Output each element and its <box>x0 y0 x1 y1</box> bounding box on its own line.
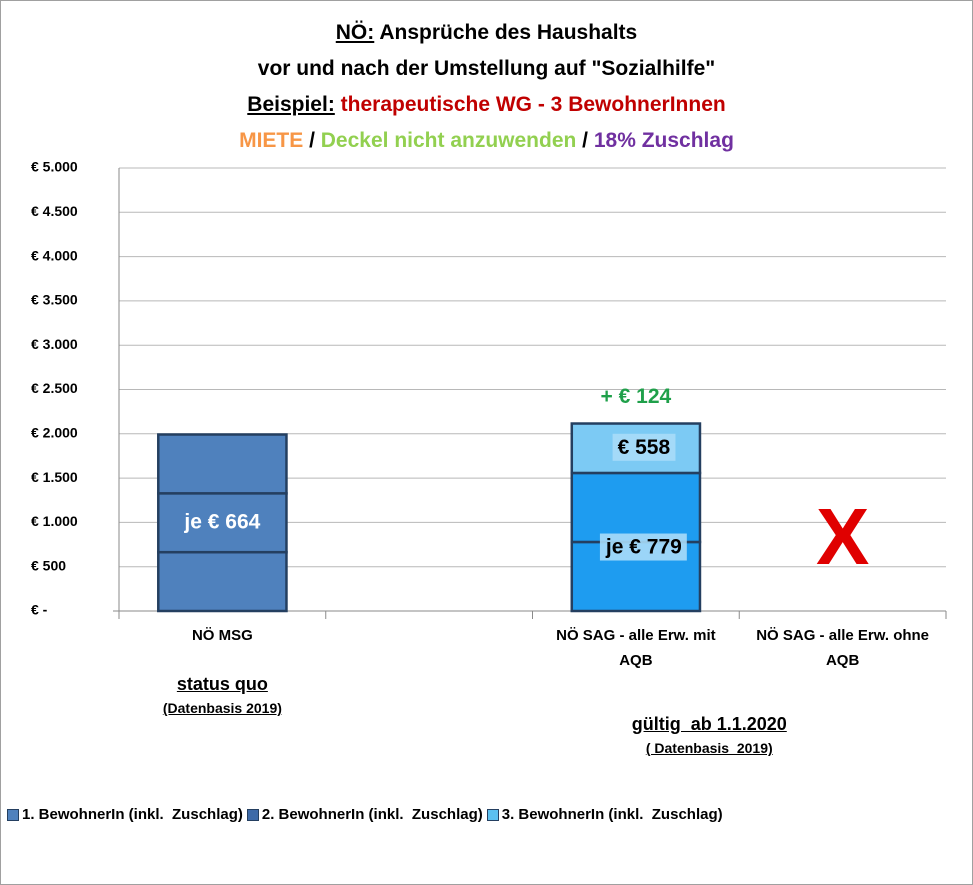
annotation: + € 124 <box>601 385 672 408</box>
y-tick-label: € 1.500 <box>31 469 78 485</box>
bar-segment <box>570 422 702 475</box>
y-tick-label: € - <box>31 602 48 618</box>
bar-segment <box>157 492 288 554</box>
title-part: vor und nach der Umstellung auf "Sozialh… <box>257 57 716 80</box>
group-subtitle: (Datenbasis 2019) <box>162 700 282 716</box>
legend-swatch <box>246 808 259 821</box>
bar-segment <box>157 550 288 613</box>
title-line: NÖ: Ansprüche des Haushalts <box>1 21 972 45</box>
title-part: Beispiel: <box>247 93 335 116</box>
legend-swatch <box>486 808 499 821</box>
group-title: gültig ab 1.1.2020 <box>631 714 787 734</box>
y-tick-label: € 4.500 <box>31 203 78 219</box>
legend-item: 3. BewohnerIn (inkl. Zuschlag) <box>486 806 723 823</box>
y-tick-label: € 5.000 <box>31 159 78 175</box>
x-tick-label: NÖ SAG - alle Erw. ohne AQB <box>756 627 930 669</box>
value-label-box <box>599 533 687 561</box>
bar-segment <box>570 471 702 544</box>
y-tick-label: € 2.000 <box>31 425 78 441</box>
legend-label: 2. BewohnerIn (inkl. Zuschlag) <box>261 806 483 823</box>
title-line: Beispiel: therapeutische WG - 3 Bewohner… <box>1 93 972 117</box>
title-part: therapeutische WG - 3 BewohnerInnen <box>334 93 726 116</box>
group-subtitle: ( Datenbasis 2019) <box>645 740 773 756</box>
y-tick-label: € 500 <box>31 557 66 573</box>
legend-item: 2. BewohnerIn (inkl. Zuschlag) <box>246 806 483 823</box>
legend-item: 1. BewohnerIn (inkl. Zuschlag) <box>7 806 243 823</box>
value-label-box <box>612 433 676 461</box>
title-line: vor und nach der Umstellung auf "Sozialh… <box>1 57 972 81</box>
y-tick-label: € 3.500 <box>31 292 78 308</box>
title-part: 18% Zuschlag <box>593 129 734 152</box>
title-part: Ansprüche des Haushalts <box>374 21 638 44</box>
annotation: X <box>816 492 869 581</box>
title-part: NÖ: <box>335 21 375 44</box>
bar-segment <box>157 433 288 495</box>
y-tick-label: € 2.500 <box>31 380 78 396</box>
title-part: Deckel nicht anzuwenden <box>320 129 577 152</box>
legend: 1. BewohnerIn (inkl. Zuschlag) 2. Bewohne… <box>7 806 723 823</box>
y-tick-label: € 1.000 <box>31 513 78 529</box>
value-label: je € 664 <box>183 510 260 533</box>
value-label: je € 779 <box>605 536 682 559</box>
y-tick-label: € 3.000 <box>31 336 78 352</box>
title-part: / <box>576 129 594 152</box>
legend-label: 3. BewohnerIn (inkl. Zuschlag) <box>501 806 723 823</box>
title-part: / <box>303 129 321 152</box>
x-tick-label: NÖ MSG <box>191 627 253 644</box>
value-label: € 558 <box>618 436 671 459</box>
title-part: MIETE <box>239 129 304 152</box>
title-line: MIETE / Deckel nicht anzuwenden / 18% Zu… <box>1 129 972 153</box>
legend-label: 1. BewohnerIn (inkl. Zuschlag) <box>22 806 243 823</box>
y-tick-label: € 4.000 <box>31 247 78 263</box>
group-title: status quo <box>176 674 268 694</box>
x-tick-label: NÖ SAG - alle Erw. mit AQB <box>556 627 716 669</box>
legend-swatch <box>7 808 19 821</box>
